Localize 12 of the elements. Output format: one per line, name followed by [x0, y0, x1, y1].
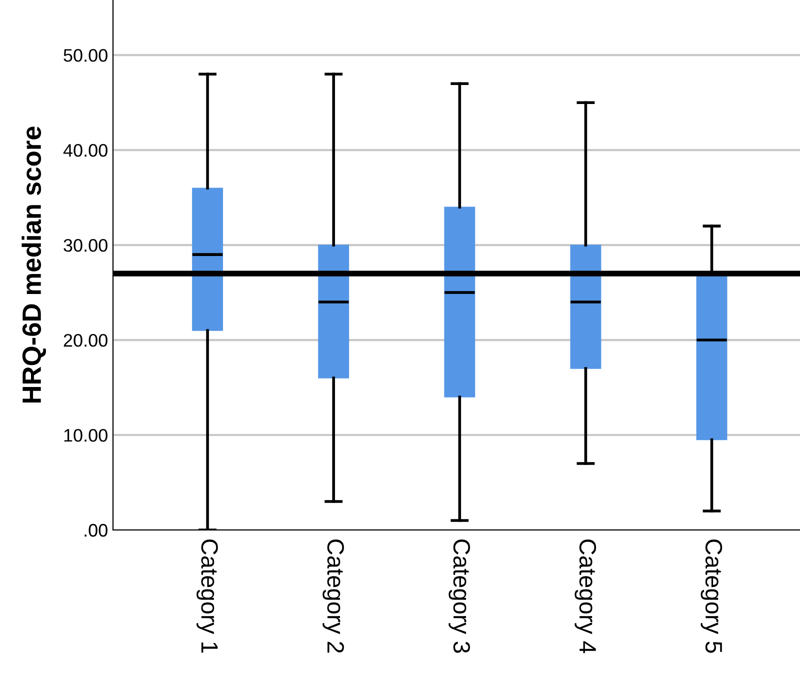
y-tick-label: .00: [84, 524, 108, 537]
y-tick-label: 10.00: [64, 428, 108, 442]
y-tick-label: 40.00: [63, 144, 108, 157]
x-tick-label: Category 2: [322, 540, 344, 653]
y-tick-label: 20.00: [64, 334, 108, 347]
y-axis-title: HRQ-6D median score: [22, 126, 46, 403]
x-tick-label: Category 1: [196, 540, 218, 653]
x-tick-label: Category 5: [700, 540, 722, 653]
y-tick-label: 30.00: [64, 238, 108, 252]
y-tick-label: 50.00: [64, 49, 108, 62]
x-tick-label: Category 3: [448, 540, 470, 653]
x-tick-label: Category 4: [574, 540, 596, 654]
